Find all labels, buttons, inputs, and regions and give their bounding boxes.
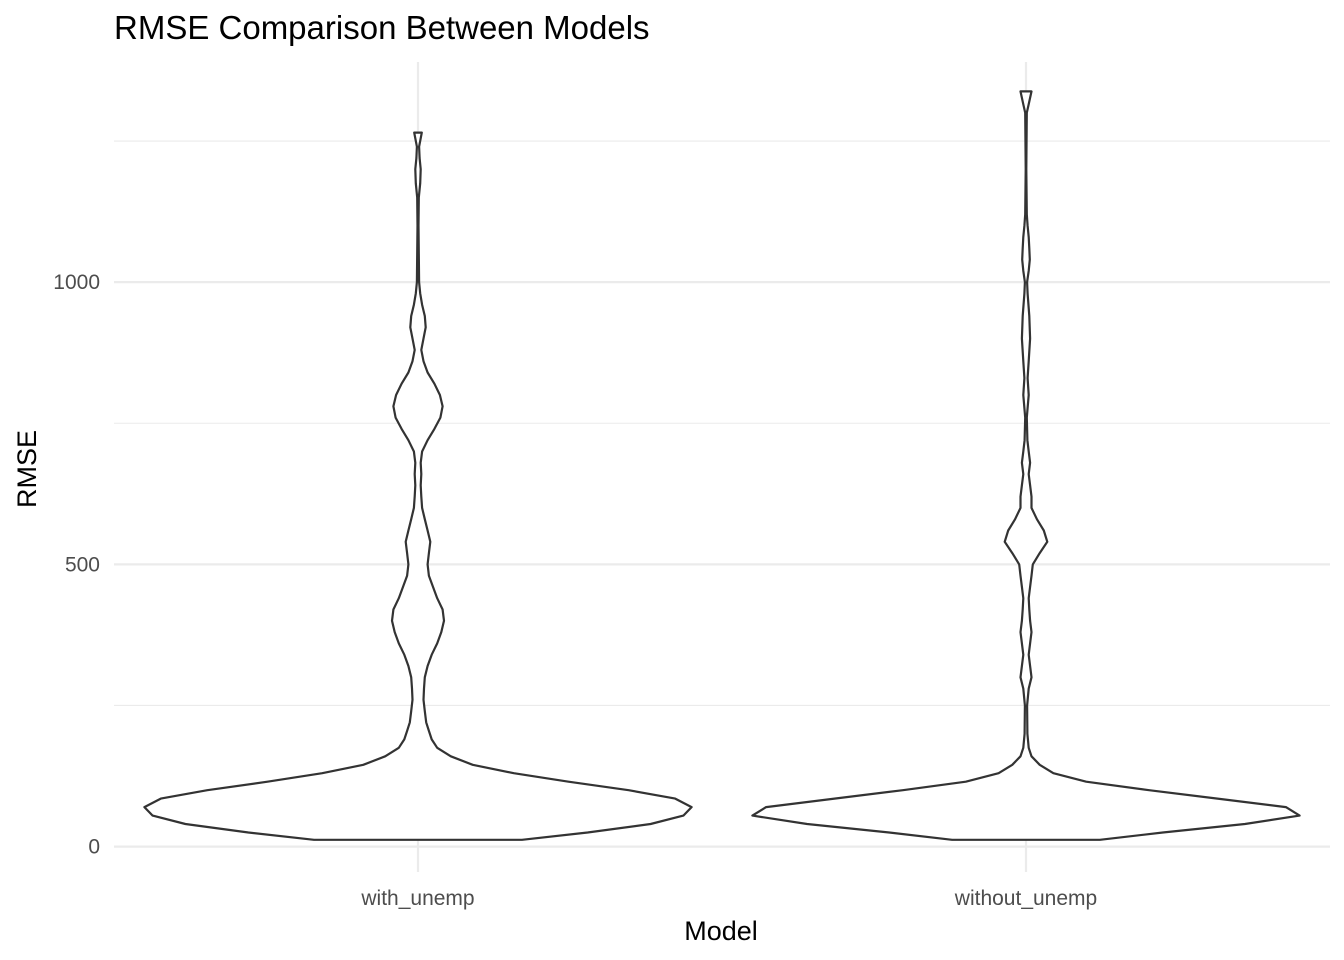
y-axis-title: RMSE: [12, 430, 42, 508]
violin-series: [143, 90, 1301, 841]
plot-panel: [114, 62, 1330, 872]
violin-without-unemp: [751, 90, 1301, 841]
y-minor-gridlines: [114, 140, 1330, 707]
y-tick-label: 1000: [53, 271, 100, 294]
x-axis-title: Model: [684, 916, 758, 946]
y-tick-label: 500: [65, 553, 100, 576]
y-axis-tick-labels: 0 500 1000: [53, 271, 100, 858]
chart-title: RMSE Comparison Between Models: [114, 9, 650, 46]
x-tick-label: without_unemp: [954, 887, 1097, 910]
x-axis-tick-labels: with_unemp without_unemp: [360, 887, 1097, 910]
violin-with-unemp: [143, 131, 693, 841]
y-major-gridlines: [114, 281, 1330, 848]
y-tick-label: 0: [88, 836, 100, 859]
x-tick-label: with_unemp: [360, 887, 474, 910]
x-major-gridlines: [416, 62, 1028, 872]
